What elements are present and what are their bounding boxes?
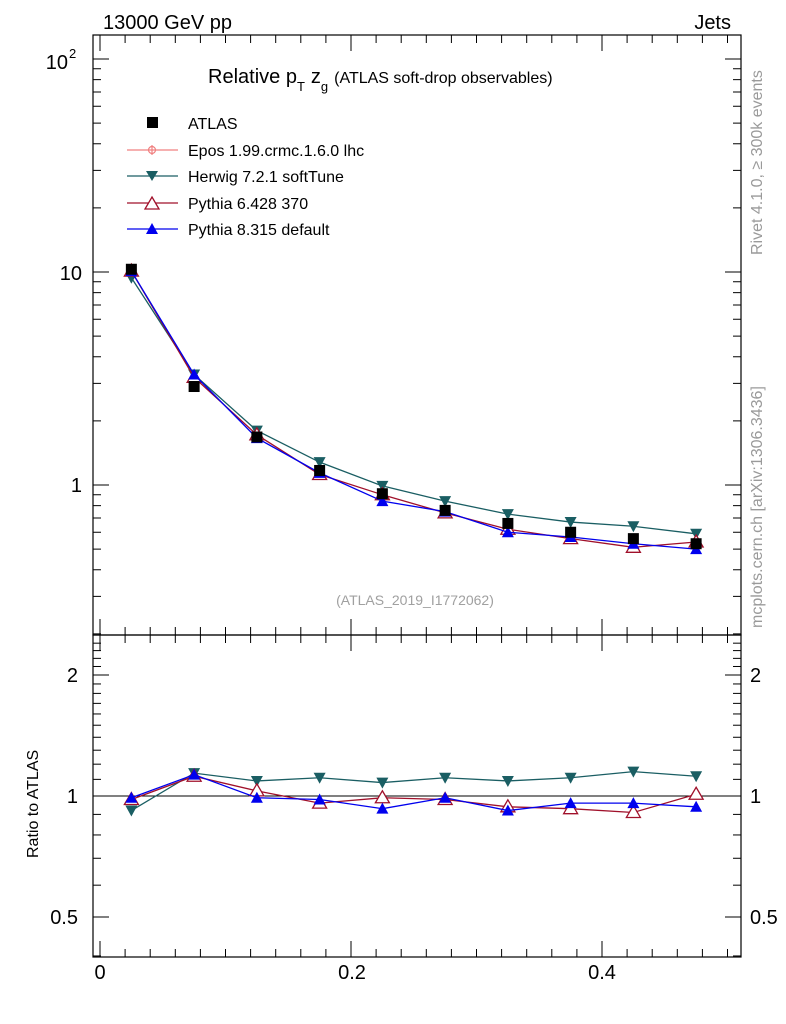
header-left: 13000 GeV pp	[103, 12, 232, 34]
legend-marker-herwig	[146, 171, 158, 181]
legend-marker-pythia8	[146, 223, 158, 234]
ratio-point-pythia6	[625, 804, 642, 819]
legend-label-epos: Epos 1.99.crmc.1.6.0 lhc	[188, 143, 364, 160]
ratio-point-herwig	[439, 772, 452, 784]
x-axis-ticks	[99, 35, 728, 957]
data-point-pythia8	[188, 368, 201, 380]
main-y-axis-ticks	[93, 58, 741, 635]
ratio-y-axis-ticks	[93, 642, 741, 957]
legend: ATLAS Epos 1.99.crmc.1.6.0 lhc Herwig 7.…	[127, 116, 364, 239]
ratio-point-pythia8	[439, 791, 452, 803]
data-point-herwig	[501, 509, 514, 521]
ratio-point-herwig	[125, 805, 138, 817]
data-point-atlas	[314, 464, 326, 476]
data-point-pythia8	[376, 495, 389, 507]
ratio-point-pythia8	[250, 791, 263, 803]
main-y-tick-label-10: 10	[60, 263, 82, 285]
data-point-atlas	[565, 526, 577, 538]
plot-title: Relative pT zg (ATLAS soft-drop observable…	[208, 66, 553, 94]
x-tick-label-04: 0.4	[588, 962, 616, 984]
legend-marker-pythia6	[143, 195, 161, 210]
data-point-atlas	[376, 488, 388, 500]
data-point-atlas	[690, 538, 702, 550]
data-point-herwig	[627, 521, 640, 533]
x-tick-label-0: 0	[94, 962, 105, 984]
legend-label-herwig: Herwig 7.2.1 softTune	[188, 169, 344, 186]
ratio-y-tick-label-1-right: 1	[750, 786, 761, 808]
ratio-point-herwig	[501, 775, 514, 787]
data-point-herwig	[439, 496, 452, 508]
ratio-point-herwig	[376, 777, 389, 789]
ratio-y-tick-label-1: 1	[67, 786, 78, 808]
ratio-y-tick-label-05-right: 0.5	[750, 907, 778, 929]
ratio-point-pythia8	[564, 797, 577, 809]
ratio-point-herwig	[564, 772, 577, 784]
data-point-herwig	[564, 517, 577, 529]
legend-label-pythia8: Pythia 8.315 default	[188, 222, 330, 239]
ratio-point-herwig	[313, 772, 326, 784]
ratio-y-tick-label-2: 2	[67, 665, 78, 687]
data-point-atlas	[188, 381, 200, 393]
series-line-pythia8	[130, 270, 697, 550]
main-y-tick-label-1: 1	[71, 475, 82, 497]
legend-label-atlas: ATLAS	[188, 116, 238, 133]
legend-marker-atlas	[147, 117, 158, 128]
x-tick-label-02: 0.2	[338, 962, 366, 984]
data-point-atlas	[502, 517, 514, 529]
ratio-line-pythia6	[131, 775, 697, 814]
main-y-tick-label-100: 10	[46, 52, 68, 74]
ratio-line-pythia8	[131, 773, 697, 812]
legend-label-pythia6: Pythia 6.428 370	[188, 196, 308, 213]
ratio-point-herwig	[627, 766, 640, 778]
ratio-line-herwig	[131, 770, 697, 812]
ratio-point-pythia8	[188, 768, 201, 780]
data-point-atlas	[439, 504, 451, 516]
ratio-point-pythia8	[690, 800, 703, 812]
rivet-label: Rivet 4.1.0, ≥ 300k events	[749, 70, 766, 255]
data-point-pythia8	[501, 526, 514, 538]
ratio-y-tick-label-2-right: 2	[750, 665, 761, 687]
ratio-point-pythia6	[374, 789, 391, 804]
data-point-atlas	[627, 533, 639, 545]
ratio-series-layer	[123, 766, 705, 819]
ratio-y-axis-label: Ratio to ATLAS	[25, 750, 42, 858]
data-point-herwig	[376, 480, 389, 492]
ratio-point-pythia6	[687, 785, 705, 800]
series-line-herwig	[130, 277, 697, 535]
analysis-watermark: (ATLAS_2019_I1772062)	[336, 592, 494, 608]
ratio-point-pythia8	[125, 791, 138, 803]
header-right: Jets	[694, 12, 731, 34]
data-point-atlas	[251, 431, 263, 443]
ratio-point-pythia8	[376, 802, 389, 814]
ratio-point-pythia8	[501, 804, 514, 816]
ratio-point-pythia8	[313, 793, 326, 805]
data-point-atlas	[125, 263, 137, 275]
ratio-point-herwig	[250, 775, 263, 787]
main-series-layer	[123, 262, 705, 555]
ratio-y-tick-label-05: 0.5	[50, 907, 78, 929]
main-y-tick-label-100-exp: 2	[69, 46, 76, 61]
data-point-herwig	[313, 457, 326, 469]
ratio-point-herwig	[690, 771, 703, 783]
ratio-point-pythia8	[627, 797, 640, 809]
mcplots-label: mcplots.cern.ch [arXiv:1306.3436]	[749, 386, 766, 628]
